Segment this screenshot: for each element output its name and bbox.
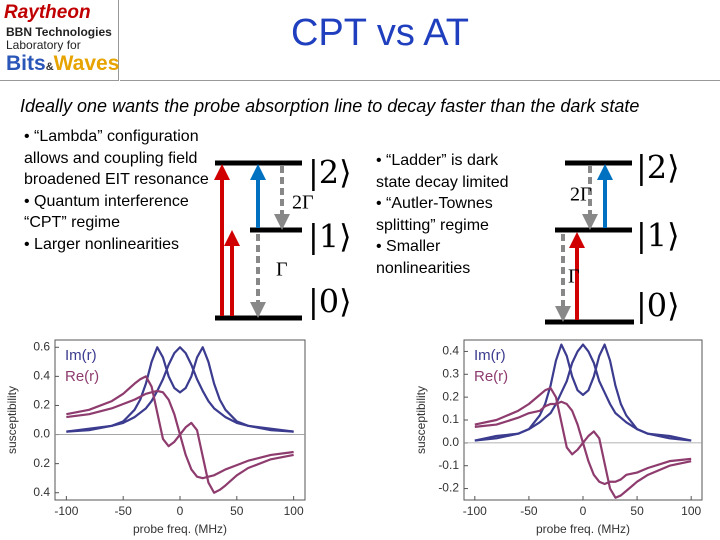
- ket: |2⟩: [636, 149, 680, 187]
- legend-label: Im(r): [474, 347, 506, 364]
- bullet-list: “Lambda” configuration allows and coupli…: [24, 126, 212, 255]
- chart: 0.4 0.3 0.2 0.1 0.0 -0.1 -0.2 -100 -50 0 50 100 prob…: [414, 339, 703, 536]
- subtitle: Ideally one wants the probe absorption l…: [20, 96, 640, 116]
- series-line: [474, 343, 692, 442]
- x-tick-label: -50: [520, 504, 538, 518]
- series-line: [66, 389, 294, 480]
- level-diagrams: 2Γ Γ |2⟩ |1⟩ |0⟩ 2Γ Γ |2⟩ |1⟩ |0⟩: [214, 149, 680, 325]
- logo-text: Bits&Waves: [6, 52, 119, 76]
- bullet: Larger nonlinearities: [24, 234, 212, 256]
- logo-text: BBN Technologies: [6, 25, 112, 39]
- x-tick-label: 0: [177, 504, 184, 518]
- logo-text: Waves: [53, 52, 120, 75]
- y-tick-label: 0.2: [33, 456, 50, 470]
- logo-text: Bits: [6, 52, 46, 75]
- y-tick-label: 0.4: [33, 485, 50, 499]
- series-line: [66, 346, 294, 433]
- series-line: [474, 343, 692, 442]
- x-tick-label: -100: [463, 504, 487, 518]
- y-axis-label: susceptibility: [414, 386, 428, 454]
- y-tick-label: -0.2: [438, 481, 459, 495]
- ket: |1⟩: [636, 217, 680, 255]
- x-tick-label: 50: [230, 504, 244, 518]
- x-tick-label: 100: [681, 504, 701, 518]
- y-tick-label: 0.3: [442, 366, 459, 380]
- rule: [120, 80, 720, 81]
- ket: |0⟩: [636, 287, 680, 325]
- y-tick-label: 0.4: [442, 344, 459, 358]
- legend-label: Re(r): [65, 368, 99, 385]
- logo-text: Raytheon: [4, 2, 91, 23]
- bullet-list: “Ladder” is dark state decay limited “Au…: [376, 150, 536, 279]
- lambda-diagram: 2Γ Γ |2⟩ |1⟩ |0⟩: [214, 154, 352, 321]
- plot-frame: [54, 339, 306, 501]
- bullet: Quantum interference “CPT” regime: [24, 191, 212, 234]
- rate-label: Γ: [276, 259, 288, 281]
- legend-label: Im(r): [65, 347, 97, 364]
- chart: 0.6 0.4 0.2 0.0 0.2 0.4 -100 -50 0 50 100 probe fre…: [5, 339, 306, 536]
- y-tick-label: 0.1: [442, 412, 459, 426]
- y-tick-label: 0.6: [33, 339, 50, 353]
- x-tick-label: 50: [630, 504, 644, 518]
- legend-label: Re(r): [474, 368, 508, 385]
- ket: |2⟩: [308, 154, 352, 192]
- y-tick-label: 0.0: [442, 435, 459, 449]
- x-tick-label: 100: [284, 504, 304, 518]
- y-tick-label: 0.2: [442, 389, 459, 403]
- logo-text: &: [45, 61, 54, 73]
- ket: |1⟩: [308, 218, 352, 256]
- y-tick-label: 0.4: [33, 369, 50, 383]
- slide-title: CPT vs AT: [290, 12, 470, 54]
- bullet: “Autler-Townes splitting” regime: [376, 193, 536, 236]
- y-axis-label: susceptibility: [5, 386, 19, 454]
- x-axis-label: probe freq. (MHz): [536, 522, 630, 536]
- x-tick-label: -100: [54, 504, 78, 518]
- y-tick-label: 0.2: [33, 398, 50, 412]
- series-line: [474, 400, 692, 486]
- rate-label: 2Γ: [292, 192, 314, 214]
- ladder-diagram: 2Γ Γ |2⟩ |1⟩ |0⟩: [545, 149, 680, 325]
- logo: Raytheon BBN Technologies Laboratory for…: [0, 0, 119, 81]
- bullet: “Ladder” is dark state decay limited: [376, 150, 536, 193]
- plot-frame: [463, 339, 703, 501]
- bullet: Smaller nonlinearities: [376, 236, 536, 279]
- y-tick-label: -0.1: [438, 458, 459, 472]
- rate-label: 2Γ: [570, 184, 592, 206]
- x-tick-label: 0: [580, 504, 587, 518]
- logo-text: Laboratory for: [6, 38, 81, 52]
- y-tick-label: 0.0: [33, 427, 50, 441]
- series-line: [66, 346, 294, 433]
- x-axis-label: probe freq. (MHz): [133, 522, 227, 536]
- bullet: “Lambda” configuration allows and coupli…: [24, 126, 212, 191]
- rate-label: Γ: [568, 266, 580, 288]
- x-tick-label: -50: [115, 504, 133, 518]
- ket: |0⟩: [308, 283, 352, 321]
